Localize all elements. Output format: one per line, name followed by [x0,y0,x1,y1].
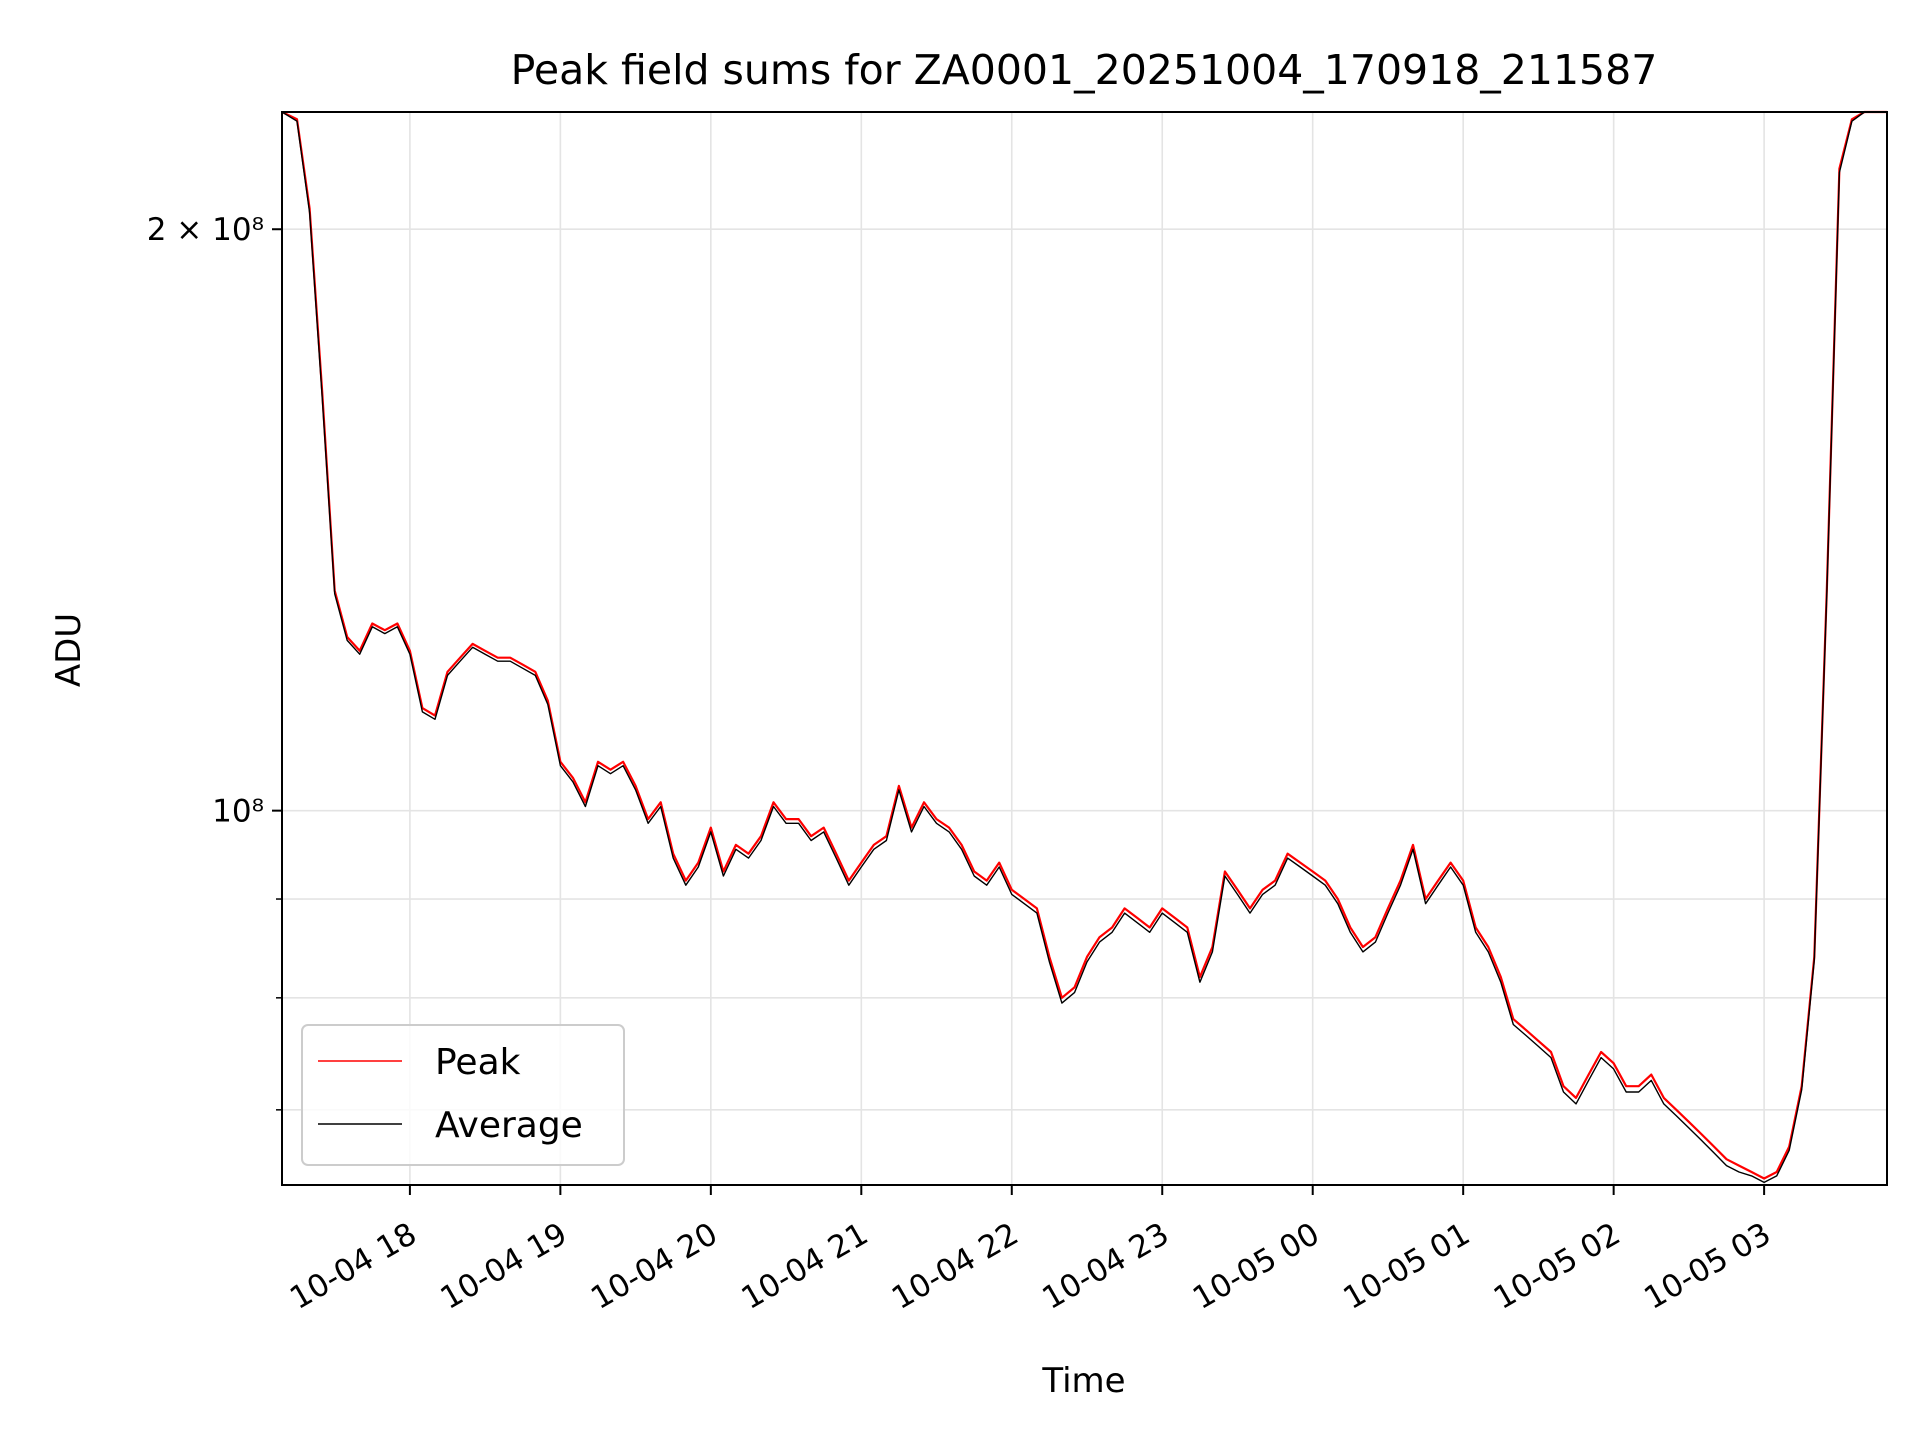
y-tick-label: 2 × 10⁸ [147,212,264,248]
series-line-average [281,111,1887,1184]
legend-label-peak: Peak [435,1042,521,1083]
y-axis-ticks: 2 × 10⁸ 10⁸ [147,212,282,1111]
legend-label-average: Average [435,1105,583,1146]
series-line-peak [281,110,1887,1180]
x-axis-title: Time [1041,1361,1125,1401]
plot-frame [281,111,1888,1186]
y-axis-title: ADU [49,613,89,687]
legend: Peak Average [301,1024,625,1166]
chart-title: Peak field sums for ZA0001_20251004_1709… [511,46,1658,94]
series-lines [281,110,1887,1184]
legend-box [301,1024,625,1166]
y-tick-label: 10⁸ [212,794,264,830]
grid [282,112,1887,1185]
